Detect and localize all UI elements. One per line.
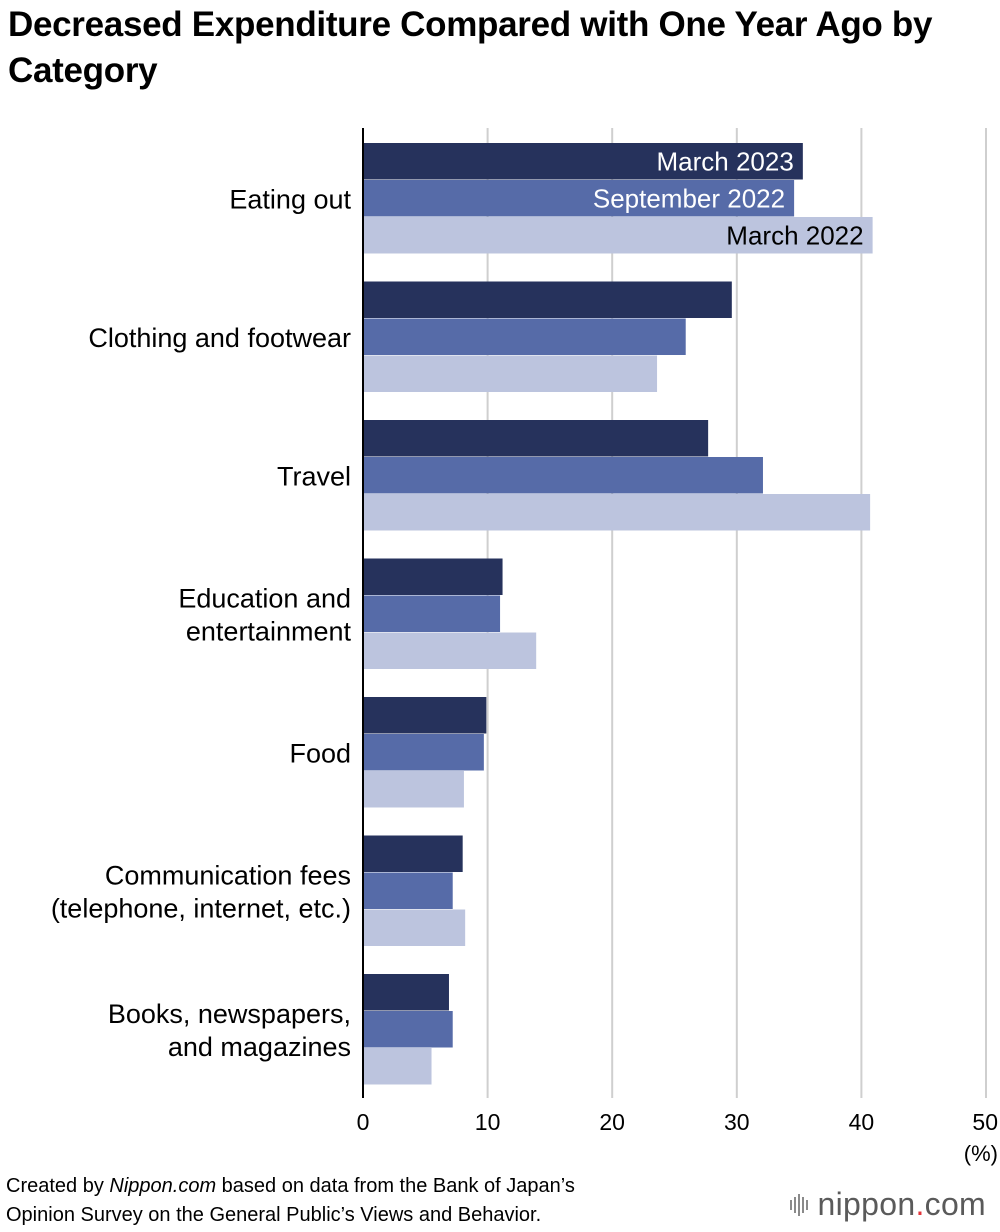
bar: [363, 974, 449, 1011]
bar: [363, 318, 686, 355]
source-note: Created by Nippon.com based on data from…: [6, 1172, 766, 1230]
category-label: Books, newspapers,: [108, 999, 351, 1029]
logo-bars-icon: [789, 1193, 808, 1216]
x-tick-label: 0: [357, 1109, 370, 1135]
bar: [363, 734, 484, 771]
logo-dot: .: [915, 1186, 925, 1222]
category-label: Education and: [178, 583, 351, 613]
bar: [363, 632, 537, 669]
x-tick-label: 50: [972, 1109, 998, 1135]
bar: [363, 909, 466, 946]
bar: [363, 771, 464, 808]
bar: [363, 143, 803, 180]
source-name: Nippon.com: [109, 1175, 217, 1197]
bar: [363, 217, 873, 254]
x-tick-label: 40: [849, 1109, 875, 1135]
bar: [363, 1011, 453, 1048]
category-label: Clothing and footwear: [88, 323, 351, 353]
bar: [363, 595, 501, 632]
bar: [363, 180, 795, 217]
legend-label: March 2022: [726, 220, 863, 250]
legend-label: March 2023: [657, 146, 794, 176]
category-label: Communication fees: [105, 860, 351, 890]
bar-chart: March 2023 September 2022 March 2022 Eating…: [51, 128, 998, 1166]
category-label: Food: [289, 738, 351, 768]
bar: [363, 558, 503, 595]
bar: [363, 281, 732, 318]
bar: [363, 420, 709, 457]
source-suffix: based on data from the Bank of Japan’s: [216, 1175, 575, 1197]
bar: [363, 494, 871, 531]
bar: [363, 835, 463, 872]
source-prefix: Created by: [6, 1175, 110, 1197]
legend-label: September 2022: [593, 183, 785, 213]
bar: [363, 355, 658, 392]
category-label: and magazines: [168, 1032, 351, 1062]
bar: [363, 697, 487, 734]
bar: [363, 457, 763, 494]
chart-title: Decreased Expenditure Compared with One …: [8, 5, 933, 90]
category-label: Eating out: [229, 184, 351, 214]
nippon-logo: nippon. com: [789, 1186, 986, 1223]
logo-name: nippon: [817, 1186, 916, 1222]
logo-tld: com: [924, 1186, 986, 1222]
bar: [363, 872, 453, 909]
category-label: (telephone, internet, etc.): [51, 893, 351, 923]
category-label: entertainment: [186, 616, 352, 646]
x-unit-label: (%): [964, 1141, 998, 1166]
x-tick-label: 20: [599, 1109, 625, 1135]
x-tick-label: 30: [724, 1109, 750, 1135]
x-tick-label: 10: [475, 1109, 501, 1135]
bar: [363, 1048, 432, 1085]
category-label: Travel: [277, 461, 351, 491]
source-line-2: Opinion Survey on the General Public’s V…: [6, 1204, 542, 1226]
